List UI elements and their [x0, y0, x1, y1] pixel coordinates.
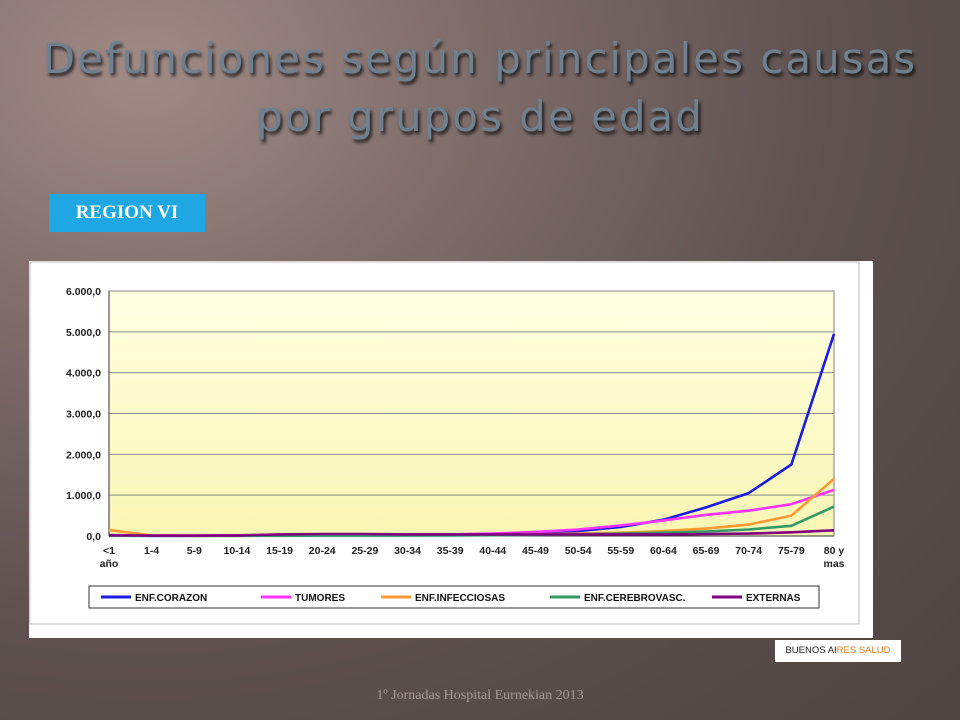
region-label: REGION VI: [49, 194, 205, 232]
x-tick-label: 65-69: [693, 545, 720, 557]
x-tick-label: 40-44: [479, 545, 506, 557]
x-tick-label: 30-34: [394, 545, 421, 557]
y-tick-label: 2.000,0: [66, 449, 101, 461]
x-tick-label: 15-19: [266, 545, 293, 557]
chart-frame: 0,0 1.000,0 2.000,0 3.000,0 4.000,0 5.000,0 6.…: [29, 261, 873, 638]
legend-label-enf-infecciosas: ENF.INFECCIOSAS: [415, 593, 505, 604]
legend-label-externas: EXTERNAS: [746, 593, 801, 604]
x-tick-label: 10-14: [224, 545, 251, 557]
x-tick-label: 50-54: [565, 545, 592, 557]
legend-label-enf-cerebrovasc: ENF.CEREBROVASC.: [584, 593, 686, 604]
x-tick-label: 60-64: [650, 545, 677, 557]
x-tick-label: 1-4: [144, 545, 159, 557]
x-tick-label: 25-29: [351, 545, 378, 557]
y-tick-label: 5.000,0: [66, 327, 101, 339]
logo-text-b: RES SALUD: [836, 645, 891, 656]
y-tick-label: 4.000,0: [66, 368, 101, 380]
x-tick-label: 45-49: [522, 545, 549, 557]
y-tick-label: 6.000,0: [66, 286, 101, 298]
legend-label-enf-corazon: ENF.CORAZON: [135, 593, 207, 604]
x-tick-label: 35-39: [437, 545, 464, 557]
x-tick-label: 70-74: [735, 545, 762, 557]
y-tick-label: 3.000,0: [66, 409, 101, 421]
logo-text-a: BUENOS AI: [785, 645, 837, 656]
slide-title: Defunciones según principales causas por…: [42, 34, 918, 141]
legend-box: [88, 585, 820, 609]
series-line-externas: [108, 529, 835, 537]
x-tick-label: 80 y mas: [823, 545, 844, 570]
line-chart: 0,0 1.000,0 2.000,0 3.000,0 4.000,0 5.000,0 6.…: [29, 261, 860, 625]
x-tick-label: 55-59: [607, 545, 634, 557]
y-tick-label: 0,0: [86, 531, 101, 543]
x-tick-label: <1 año: [100, 545, 119, 570]
footer-text: 1º Jornadas Hospital Eurnekian 2013: [376, 688, 584, 703]
x-tick-label: 5-9: [187, 545, 202, 557]
x-tick-label: 75-79: [778, 545, 805, 557]
x-tick-label: 20-24: [309, 545, 336, 557]
y-tick-label: 1.000,0: [66, 490, 101, 502]
legend-label-tumores: TUMORES: [295, 593, 345, 604]
buenos-aires-salud-logo: BUENOS AIRES SALUD: [775, 640, 901, 662]
